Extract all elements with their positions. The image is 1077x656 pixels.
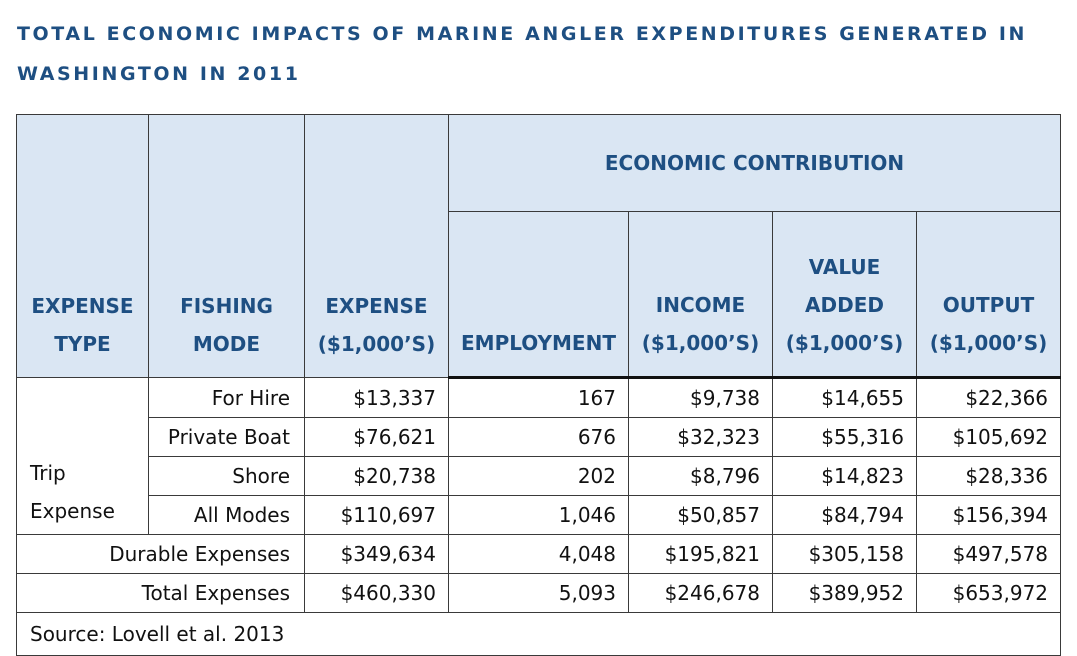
fishing-mode-cell: All Modes [148, 495, 305, 535]
expense-cell: $460,330 [304, 573, 449, 613]
header-expense-type: EXPENSE TYPE [16, 114, 149, 378]
title-line-2: WASHINGTON IN 2011 [17, 63, 301, 85]
value-added-cell: $84,794 [772, 495, 917, 535]
expense-cell: $110,697 [304, 495, 449, 535]
employment-cell: 4,048 [448, 534, 629, 574]
table-title: TOTAL ECONOMIC IMPACTS OF MARINE ANGLER … [17, 14, 1027, 94]
output-cell: $156,394 [915, 495, 1062, 535]
value-added-cell: $305,158 [772, 534, 917, 574]
total-expenses-label: Total Expenses [16, 573, 305, 613]
output-cell: $497,578 [915, 534, 1062, 574]
total-expenses-row: Total Expenses $460,330 5,093 $246,678 $… [16, 573, 1062, 613]
title-line-1: TOTAL ECONOMIC IMPACTS OF MARINE ANGLER … [17, 23, 1028, 45]
employment-cell: 1,046 [448, 495, 629, 535]
header-value-added: VALUE ADDED ($1,000’S) [772, 211, 917, 379]
employment-cell: 5,093 [448, 573, 629, 613]
value-added-cell: $389,952 [772, 573, 917, 613]
table-row: All Modes $110,697 1,046 $50,857 $84,794… [17, 495, 1062, 535]
income-cell: $8,796 [628, 456, 773, 496]
fishing-mode-cell: For Hire [148, 377, 305, 418]
expense-cell: $76,621 [304, 417, 449, 457]
header-fishing-mode: FISHING MODE [148, 114, 305, 378]
income-cell: $32,323 [628, 417, 773, 457]
employment-cell: 676 [448, 417, 629, 457]
output-cell: $22,366 [915, 377, 1062, 418]
header-expense: EXPENSE ($1,000’S) [304, 114, 449, 378]
income-cell: $246,678 [628, 573, 773, 613]
economic-impacts-table: EXPENSE TYPE FISHING MODE EXPENSE ($1,00… [15, 114, 1062, 656]
income-cell: $9,738 [628, 377, 773, 418]
header-employment: EMPLOYMENT [448, 211, 629, 379]
header-income: INCOME ($1,000’S) [628, 211, 773, 379]
expense-cell: $20,738 [304, 456, 449, 496]
value-added-cell: $55,316 [772, 417, 917, 457]
output-cell: $653,972 [915, 573, 1062, 613]
employment-cell: 167 [448, 377, 629, 418]
employment-cell: 202 [448, 456, 629, 496]
output-cell: $105,692 [915, 417, 1062, 457]
header-output: OUTPUT ($1,000’S) [915, 211, 1062, 379]
value-added-cell: $14,823 [772, 456, 917, 496]
fishing-mode-cell: Shore [148, 456, 305, 496]
header-economic-contribution: ECONOMIC CONTRIBUTION [447, 114, 1062, 212]
source-row: Source: Lovell et al. 2013 [15, 612, 1062, 656]
table-row: Private Boat $76,621 676 $32,323 $55,316… [17, 417, 1062, 457]
expense-cell: $349,634 [304, 534, 449, 574]
source-note: Source: Lovell et al. 2013 [15, 612, 1062, 656]
income-cell: $50,857 [628, 495, 773, 535]
durable-expenses-label: Durable Expenses [16, 534, 305, 574]
fishing-mode-cell: Private Boat [148, 417, 305, 457]
expense-cell: $13,337 [304, 377, 449, 418]
table-row: Trip Expense For Hire $13,337 167 $9,738… [16, 377, 1062, 535]
income-cell: $195,821 [628, 534, 773, 574]
durable-expenses-row: Durable Expenses $349,634 4,048 $195,821… [16, 534, 1062, 574]
output-cell: $28,336 [915, 456, 1062, 496]
value-added-cell: $14,655 [772, 377, 917, 418]
trip-expense-label: Trip Expense [16, 377, 149, 535]
table-row: Shore $20,738 202 $8,796 $14,823 $28,336 [17, 456, 1062, 496]
